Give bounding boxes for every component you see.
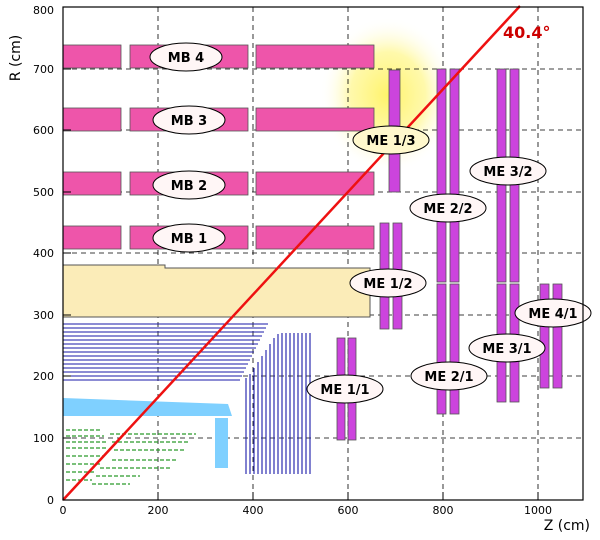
y-tick-label: 100	[33, 432, 54, 445]
barrel-station-labels: MB 4 MB 3 MB 2 MB 1	[149, 42, 226, 253]
svg-text:MB 2: MB 2	[171, 179, 207, 194]
y-tick-label: 200	[33, 370, 54, 383]
solenoid-region	[62, 264, 371, 318]
y-tick-label: 0	[47, 494, 54, 507]
y-tick-label: 400	[33, 247, 54, 260]
x-tick-label: 400	[243, 504, 264, 517]
x-tick-label: 600	[338, 504, 359, 517]
y-tick-label: 300	[33, 309, 54, 322]
label-me21: ME 2/1	[410, 361, 488, 391]
svg-text:MB 4: MB 4	[168, 51, 204, 66]
label-me22: ME 2/2	[409, 193, 487, 223]
label-mb4: MB 4	[149, 42, 223, 72]
svg-text:ME 3/2: ME 3/2	[483, 165, 532, 180]
svg-text:MB 1: MB 1	[171, 232, 207, 247]
tracker-barrel-layers	[63, 323, 268, 381]
x-tick-labels: 0 200 400 600 800 1000	[60, 504, 553, 517]
svg-text:ME 1/2: ME 1/2	[363, 277, 412, 292]
pseudorapidity-angle-line	[62, 5, 521, 501]
tracker-endcap-disks	[245, 333, 311, 474]
x-tick-label: 0	[60, 504, 67, 517]
label-me12: ME 1/2	[349, 268, 427, 298]
label-me41: ME 4/1	[514, 298, 592, 328]
svg-text:ME 1/1: ME 1/1	[320, 383, 369, 398]
svg-text:ME 1/3: ME 1/3	[366, 134, 415, 149]
y-axis-title: R (cm)	[8, 35, 24, 81]
svg-text:ME 2/2: ME 2/2	[423, 202, 472, 217]
y-tick-label: 700	[33, 63, 54, 76]
svg-text:ME 2/1: ME 2/1	[424, 370, 473, 385]
label-me31: ME 3/1	[468, 333, 546, 363]
angle-label: 40.4°	[503, 23, 550, 42]
svg-text:MB 3: MB 3	[171, 114, 207, 129]
tick-marks	[62, 68, 539, 500]
x-tick-label: 800	[433, 504, 454, 517]
x-axis-title: Z (cm)	[544, 518, 590, 534]
label-me11: ME 1/1	[306, 374, 384, 404]
label-mb2: MB 2	[152, 170, 226, 200]
label-mb3: MB 3	[152, 105, 226, 135]
svg-text:ME 4/1: ME 4/1	[528, 307, 577, 322]
y-tick-labels: 0 100 200 300 400 500 600 700 800	[33, 4, 54, 507]
y-tick-label: 800	[33, 4, 54, 17]
label-me32: ME 3/2	[469, 156, 547, 186]
x-tick-label: 200	[148, 504, 169, 517]
ecal-endcap	[215, 418, 228, 468]
y-tick-label: 600	[33, 124, 54, 137]
svg-text:ME 3/1: ME 3/1	[482, 342, 531, 357]
x-tick-label: 1000	[524, 504, 552, 517]
label-me13: ME 1/3	[352, 125, 430, 155]
endcap-station-labels: ME 1/3 ME 2/2 ME 3/2 ME 1/2 ME 4/1 ME 3/…	[306, 125, 592, 404]
y-tick-label: 500	[33, 186, 54, 199]
label-mb1: MB 1	[152, 223, 226, 253]
